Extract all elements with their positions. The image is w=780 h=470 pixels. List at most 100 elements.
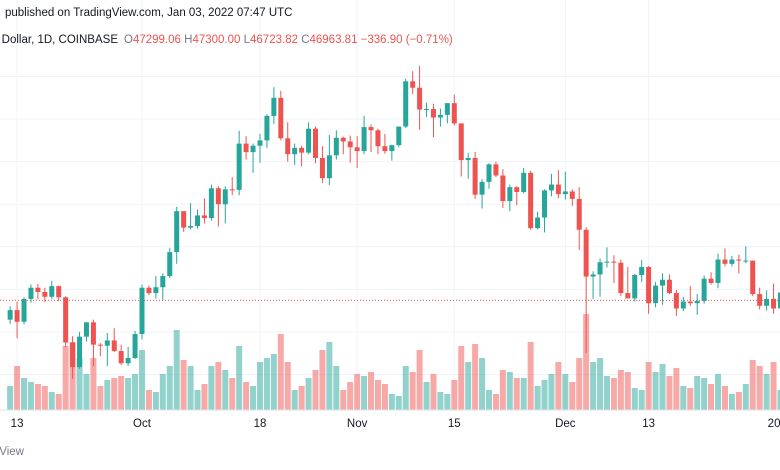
candle-body: [201, 215, 207, 219]
candle-body: [382, 146, 388, 152]
candle-body: [104, 340, 110, 346]
volume-bar: [617, 370, 624, 410]
ohlc-letter: O: [124, 34, 133, 46]
volume-bar: [7, 386, 14, 410]
candle-body: [125, 357, 131, 364]
volume-bar: [361, 376, 368, 410]
candle-body: [736, 259, 742, 261]
volume-bar: [708, 384, 715, 410]
volume-bar: [603, 376, 610, 410]
candle-body: [174, 211, 180, 253]
candle-body: [229, 189, 235, 191]
time-axis: 13 Oct 18 Nov 15 Dec 13 2022: [11, 418, 780, 430]
volume-bar: [430, 374, 437, 410]
volume-bar: [631, 388, 638, 410]
x-tick-label: Nov: [347, 418, 368, 430]
ohlc-value: 47299.06: [133, 34, 181, 46]
volume-bar: [263, 358, 270, 410]
volume-bar: [715, 374, 722, 410]
volume-bar: [728, 394, 735, 410]
volume-bar: [326, 342, 333, 410]
candle-body: [368, 127, 374, 131]
volume-bar: [76, 358, 83, 410]
candle-body: [28, 287, 34, 299]
ohlc-letter: H: [184, 34, 192, 46]
volume-bar: [694, 376, 701, 410]
candle-body: [410, 81, 416, 88]
volume-bar: [298, 386, 305, 410]
volume-bar: [770, 362, 777, 410]
volume-bar: [187, 366, 194, 410]
ohlc-letter: L: [244, 34, 251, 46]
candle-body: [188, 226, 194, 228]
volume-bar: [236, 346, 243, 410]
volume-bar: [444, 394, 451, 410]
candle-body: [160, 276, 166, 288]
candle-body: [777, 292, 780, 309]
candle-body: [250, 145, 256, 153]
volume-bar: [423, 382, 430, 410]
volume-bar: [368, 372, 375, 410]
candle-body: [340, 137, 346, 142]
volume-bar: [416, 350, 423, 410]
volume-bar: [541, 380, 548, 410]
volume-bar: [90, 358, 97, 410]
candle-body: [604, 261, 610, 263]
candle-body: [625, 293, 631, 299]
candle-body: [472, 157, 478, 195]
candle-body: [528, 172, 534, 229]
volume-bar: [145, 390, 152, 410]
x-tick-label: 13: [642, 418, 655, 430]
candle-body: [313, 128, 318, 158]
volume-bar: [256, 362, 263, 410]
volume-bar: [250, 386, 257, 410]
candle-body: [444, 103, 450, 115]
volume-bar: [659, 364, 666, 410]
grid: [0, 0, 780, 410]
ohlc-change: −336.90: [361, 34, 403, 46]
volume-bar: [159, 374, 166, 410]
volume-bar: [104, 380, 111, 410]
candle-body: [167, 252, 173, 277]
candle-body: [236, 143, 242, 190]
volume-bar: [347, 382, 354, 410]
candle-body: [49, 286, 55, 297]
candle-body: [514, 187, 520, 192]
candle-body: [562, 191, 568, 195]
volume-bar: [340, 390, 347, 410]
candle-body: [465, 157, 471, 161]
x-tick-label: 2022: [768, 418, 780, 430]
candle-body: [424, 109, 430, 111]
candle-body: [306, 128, 312, 153]
volume-bar: [21, 378, 28, 410]
candle-body: [139, 287, 145, 335]
candle-body: [299, 147, 305, 153]
candle-body: [715, 259, 721, 283]
candle-body: [63, 297, 69, 343]
candle-body: [500, 175, 506, 202]
ohlc-change-percent: (−0.71%): [406, 34, 453, 46]
candle-body: [56, 286, 62, 298]
candle-body: [83, 322, 89, 337]
volume-bar: [562, 374, 569, 410]
volume-bar: [180, 360, 187, 410]
candle-body: [271, 97, 277, 116]
volume-bar: [277, 334, 284, 410]
candle-body: [292, 147, 298, 155]
candle-body: [319, 157, 325, 179]
candle-body: [458, 123, 464, 161]
candle-body: [701, 278, 707, 302]
volume-bar: [125, 378, 132, 410]
candle-body: [132, 334, 138, 358]
volume-layer: [7, 314, 780, 410]
volume-bar: [673, 368, 680, 410]
ohlc-legend: O47299.06 H47300.00 L46723.82 C46963.81 …: [124, 34, 453, 46]
x-tick-label: Oct: [133, 418, 152, 430]
volume-bar: [83, 374, 90, 410]
candle-body: [285, 138, 291, 155]
candle-body: [486, 164, 492, 182]
volume-bar: [465, 362, 472, 410]
candle-body: [673, 293, 679, 309]
x-tick-label: Dec: [555, 418, 576, 430]
candle-body: [375, 130, 381, 147]
